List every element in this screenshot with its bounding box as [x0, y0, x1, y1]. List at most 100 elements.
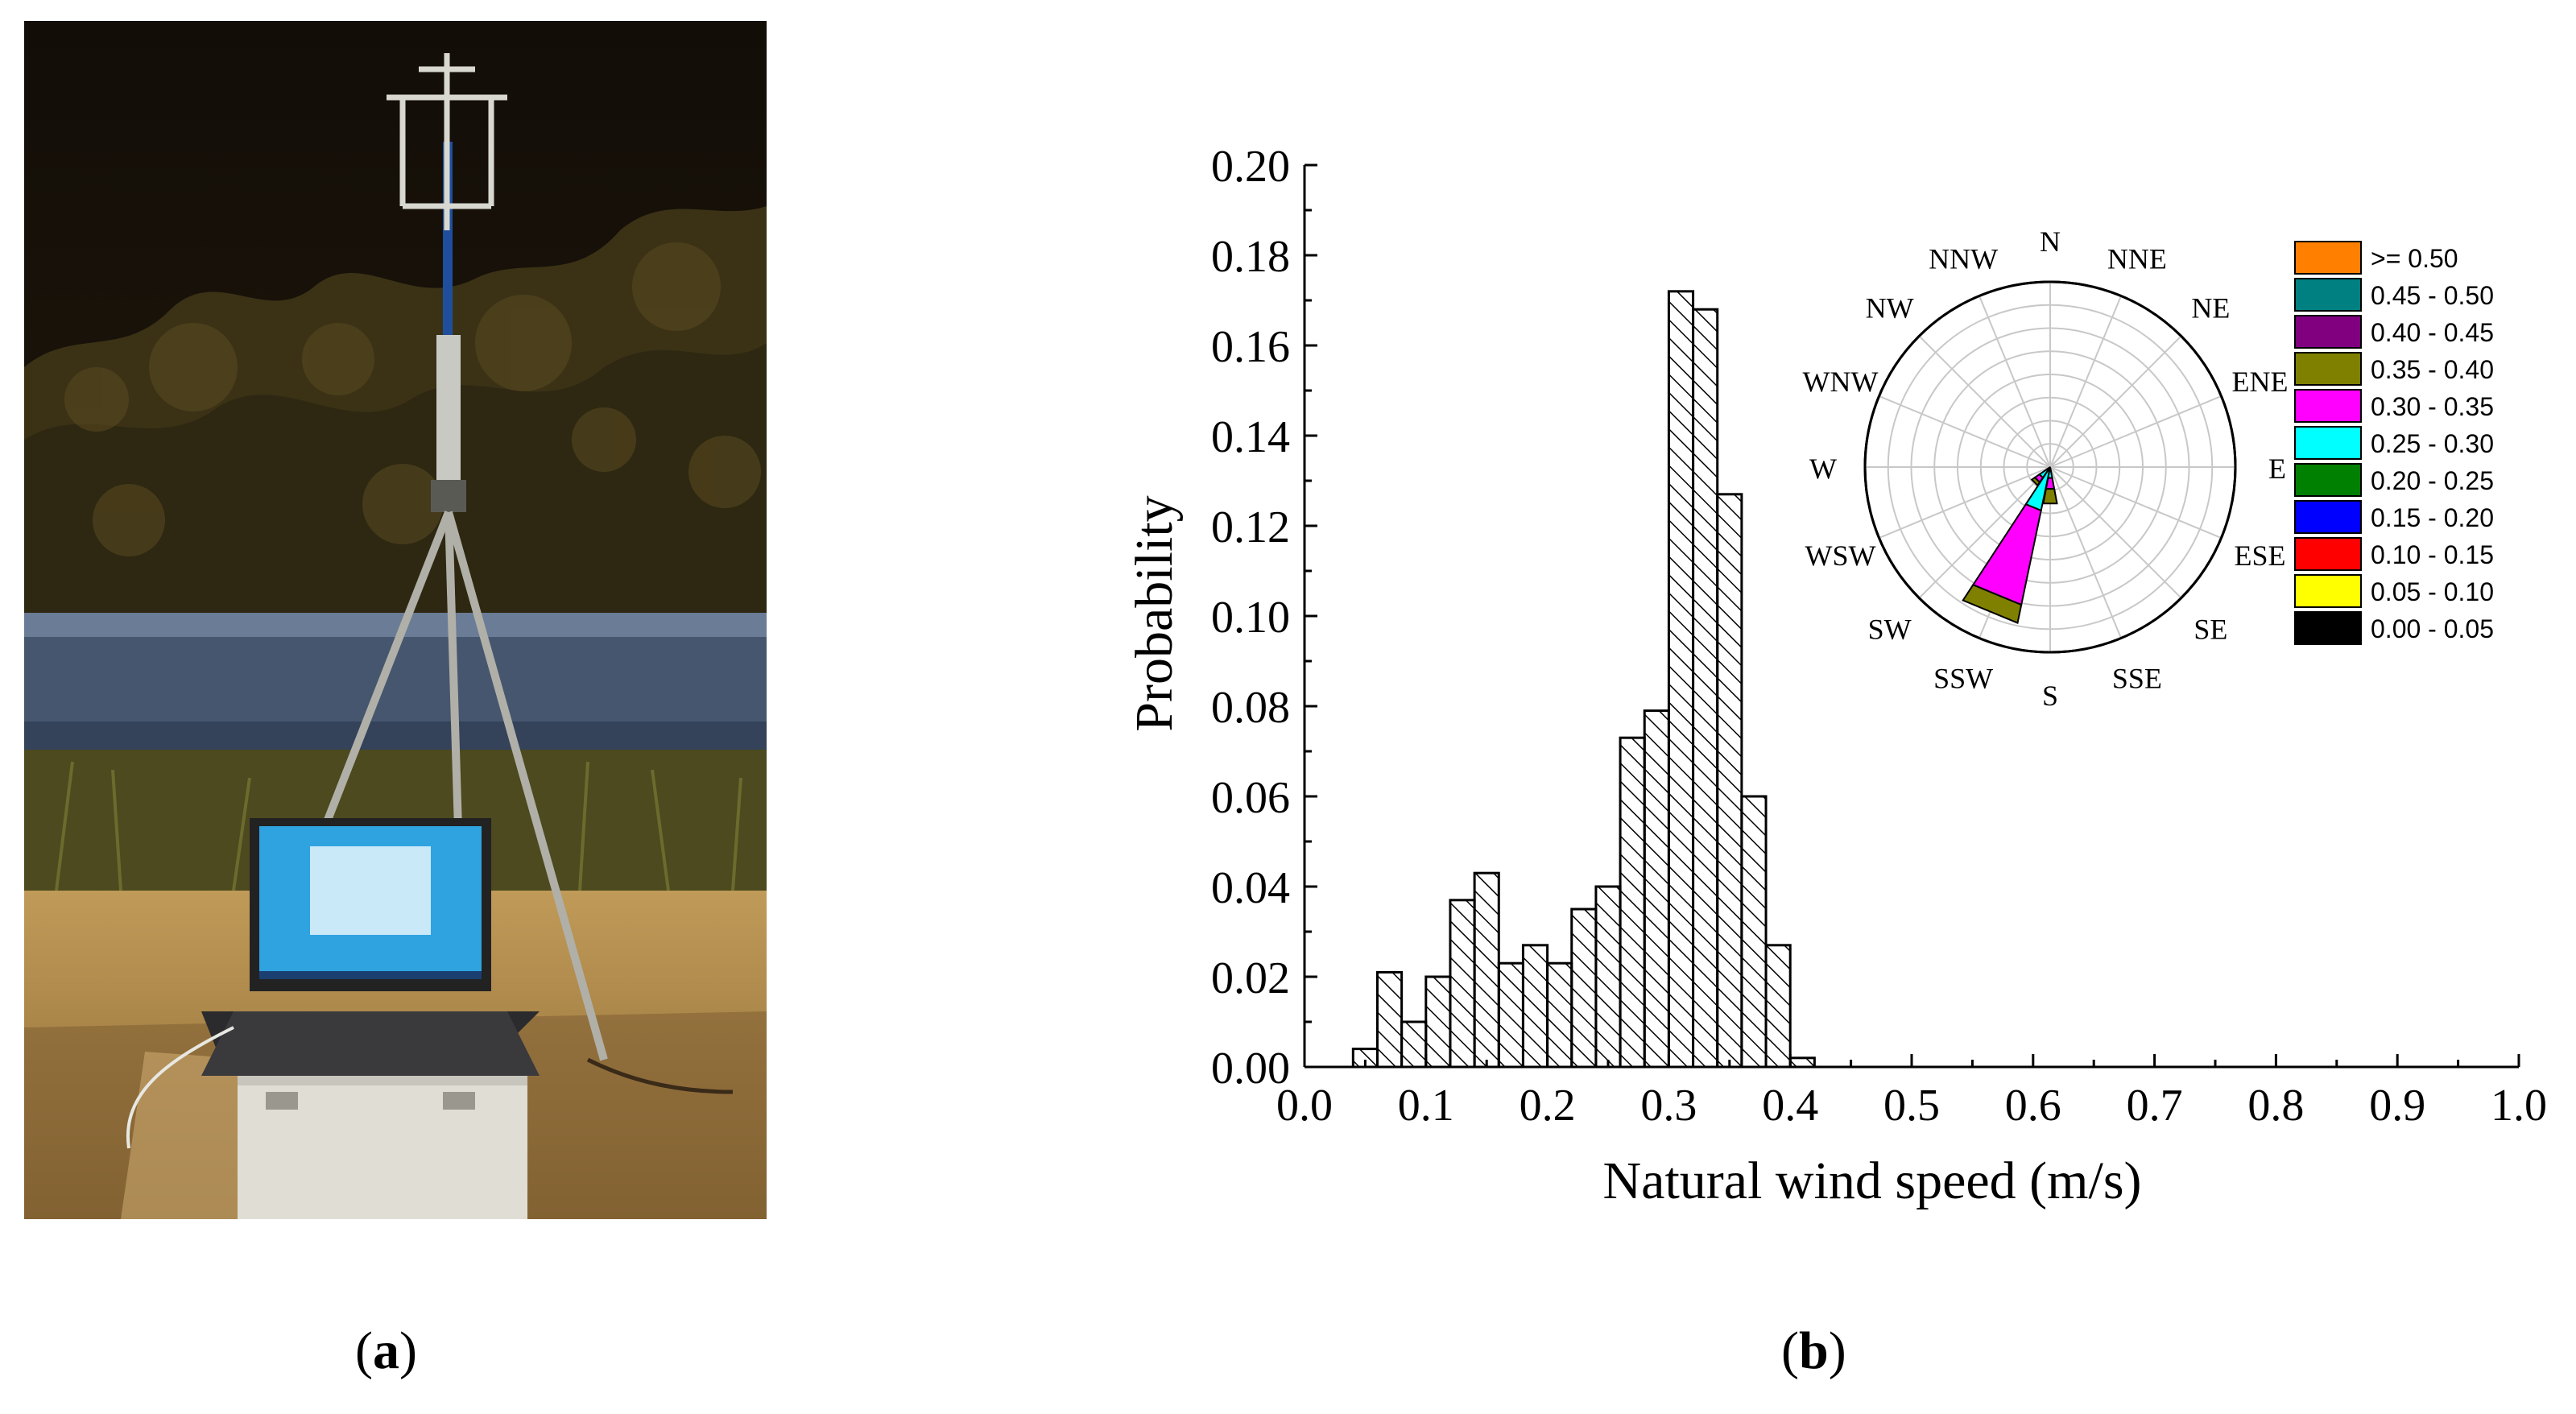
wind-rose-direction-label: N: [2040, 225, 2061, 258]
y-axis-label: Probability: [1125, 495, 1184, 731]
wind-rose-wedge: [1962, 584, 2023, 624]
histogram-bar: [1667, 290, 1695, 1069]
x-tick-label: 0.0: [1276, 1081, 1333, 1131]
x-tick-label: 0.8: [2247, 1081, 2304, 1131]
histogram-bar: [1764, 944, 1792, 1069]
wind-rose-direction-label: W: [1809, 453, 1837, 485]
y-tick-label: 0.10: [1211, 593, 1290, 643]
y-tick-label: 0.16: [1211, 322, 1290, 372]
x-tick-label: 0.7: [2127, 1081, 2183, 1131]
histogram-bar: [1643, 709, 1670, 1069]
legend-label: 0.10 - 0.15: [2371, 540, 2494, 569]
histogram-bar: [1546, 961, 1573, 1069]
wind-rose-wedge: [2030, 476, 2041, 487]
y-tick-label: 0.20: [1211, 142, 1290, 192]
wind-rose-direction-label: S: [2042, 680, 2058, 712]
x-tick-label: 0.2: [1520, 1081, 1576, 1131]
legend-swatch: [2294, 352, 2362, 386]
wind-rose-spoke: [2049, 395, 2222, 468]
histogram-bar: [1594, 885, 1622, 1069]
legend-swatch: [2294, 315, 2362, 349]
histogram-bar: [1424, 975, 1452, 1069]
wind-rose-spoke: [1879, 466, 2051, 539]
histogram-bar: [1473, 871, 1500, 1069]
legend-swatch: [2294, 278, 2362, 312]
legend-label: 0.45 - 0.50: [2371, 281, 2494, 310]
x-tick-label: 1.0: [2491, 1081, 2547, 1131]
legend-swatch: [2294, 463, 2362, 497]
wind-rose-spoke: [1918, 466, 2051, 599]
wind-rose-direction-label: WNW: [1802, 366, 1878, 398]
x-tick-label: 0.6: [2005, 1081, 2061, 1131]
panel-caption-a: (a): [355, 1321, 417, 1380]
wind-rose-direction-label: NNE: [2107, 242, 2167, 275]
legend-swatch: [2294, 426, 2362, 460]
wind-rose-spoke: [2049, 466, 2182, 599]
legend-label: 0.05 - 0.10: [2371, 577, 2494, 606]
wind-rose-spoke: [2049, 296, 2122, 468]
histogram-bar: [1740, 795, 1768, 1069]
legend-swatch: [2294, 500, 2362, 534]
x-tick-label: 0.5: [1883, 1081, 1940, 1131]
wind-rose-direction-label: NW: [1866, 292, 1914, 325]
legend-swatch: [2294, 537, 2362, 571]
wind-rose-direction-label: SE: [2194, 613, 2227, 645]
histogram-bar: [1788, 1056, 1816, 1069]
histogram-bar: [1400, 1020, 1428, 1069]
wind-rose-direction-label: NNW: [1929, 242, 1998, 275]
histogram-bar: [1716, 493, 1743, 1069]
wind-rose-spoke: [2049, 466, 2122, 639]
legend-label: 0.35 - 0.40: [2371, 355, 2494, 384]
legend-swatch: [2294, 574, 2362, 608]
histogram-bar: [1619, 736, 1646, 1069]
wind-rose-inset: N NNE NE ENE E ESE SE SSE S SSW SW WSW W WNW NW NNW: [1802, 225, 2288, 712]
histogram-bar: [1497, 961, 1524, 1069]
y-tick-label: 0.18: [1211, 232, 1290, 282]
histogram-bars: [1351, 290, 1816, 1069]
wind-rose-direction-label: ENE: [2232, 366, 2289, 398]
legend-label: 0.00 - 0.05: [2371, 614, 2494, 643]
histogram-bar: [1570, 908, 1598, 1069]
y-tick-label: 0.04: [1211, 863, 1290, 913]
wind-rose-direction-label: SSW: [1933, 663, 1993, 695]
wind-rose-wedge: [2045, 477, 2056, 490]
x-tick-label: 0.1: [1398, 1081, 1454, 1131]
wind-rose-border: [1863, 280, 2237, 654]
wind-rose-legend: >= 0.50 0.45 - 0.50 0.40 - 0.45 0.35 - 0.40…: [2294, 241, 2494, 645]
wind-rose-direction-label: SW: [1868, 613, 1912, 645]
anemometer-photo: [24, 21, 767, 1219]
histogram-bar: [1521, 944, 1549, 1069]
histogram-bar: [1692, 308, 1719, 1069]
x-tick-label: 0.9: [2369, 1081, 2425, 1131]
wind-rose-spoke: [2049, 335, 2182, 468]
y-tick-label: 0.14: [1211, 412, 1290, 462]
legend-label: >= 0.50: [2371, 244, 2458, 273]
x-tick-label: 0.3: [1640, 1081, 1697, 1131]
legend-label: 0.20 - 0.25: [2371, 466, 2494, 495]
panel-caption-b: (b): [1781, 1321, 1846, 1380]
y-tick-label: 0.06: [1211, 773, 1290, 823]
anemometer-tripod-photo-icon: [24, 21, 767, 1219]
histogram-bar: [1449, 899, 1476, 1069]
legend-swatch: [2294, 241, 2362, 275]
legend-label: 0.15 - 0.20: [2371, 503, 2494, 532]
legend-swatch: [2294, 389, 2362, 423]
y-tick-label: 0.00: [1211, 1044, 1290, 1094]
wind-rose-direction-label: ESE: [2235, 540, 2286, 572]
wind-rose-spoke: [1918, 335, 2051, 468]
y-tick-label: 0.08: [1211, 683, 1290, 733]
wind-rose-direction-label: E: [2268, 453, 2286, 485]
wind-rose-direction-label: WSW: [1805, 540, 1875, 572]
x-tick-label: 0.4: [1762, 1081, 1818, 1131]
wind-rose-wedge: [2042, 488, 2058, 505]
wind-rose-direction-label: SSE: [2112, 663, 2162, 695]
y-tick-label: 0.12: [1211, 502, 1290, 552]
legend-label: 0.25 - 0.30: [2371, 429, 2494, 458]
y-tick-label: 0.02: [1211, 953, 1290, 1003]
x-axis-label: Natural wind speed (m/s): [1603, 1151, 2142, 1210]
wind-rose-direction-label: NE: [2191, 292, 2230, 325]
wind-rose-spoke: [2049, 466, 2222, 539]
legend-label: 0.30 - 0.35: [2371, 392, 2494, 421]
wind-rose-spoke: [1879, 395, 2051, 468]
